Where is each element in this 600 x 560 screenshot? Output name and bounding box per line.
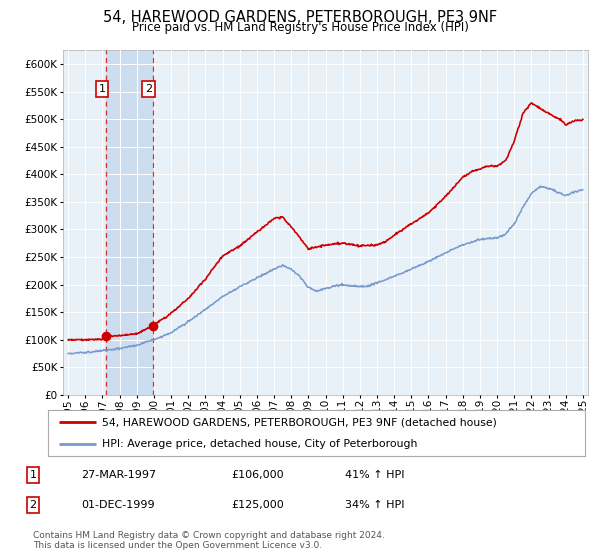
Text: 54, HAREWOOD GARDENS, PETERBOROUGH, PE3 9NF: 54, HAREWOOD GARDENS, PETERBOROUGH, PE3 … — [103, 10, 497, 25]
Text: HPI: Average price, detached house, City of Peterborough: HPI: Average price, detached house, City… — [101, 440, 417, 450]
Text: 27-MAR-1997: 27-MAR-1997 — [81, 470, 156, 480]
Text: Contains HM Land Registry data © Crown copyright and database right 2024.
This d: Contains HM Land Registry data © Crown c… — [33, 530, 385, 550]
Text: 1: 1 — [29, 470, 37, 480]
Text: 54, HAREWOOD GARDENS, PETERBOROUGH, PE3 9NF (detached house): 54, HAREWOOD GARDENS, PETERBOROUGH, PE3 … — [101, 417, 497, 427]
Text: Price paid vs. HM Land Registry's House Price Index (HPI): Price paid vs. HM Land Registry's House … — [131, 21, 469, 34]
Text: 2: 2 — [29, 500, 37, 510]
Text: 2: 2 — [145, 84, 152, 94]
Text: 1: 1 — [98, 84, 106, 94]
Bar — [106, 50, 152, 395]
Text: 34% ↑ HPI: 34% ↑ HPI — [345, 500, 404, 510]
Text: £106,000: £106,000 — [231, 470, 284, 480]
Text: £125,000: £125,000 — [231, 500, 284, 510]
Text: 41% ↑ HPI: 41% ↑ HPI — [345, 470, 404, 480]
Text: 01-DEC-1999: 01-DEC-1999 — [81, 500, 155, 510]
